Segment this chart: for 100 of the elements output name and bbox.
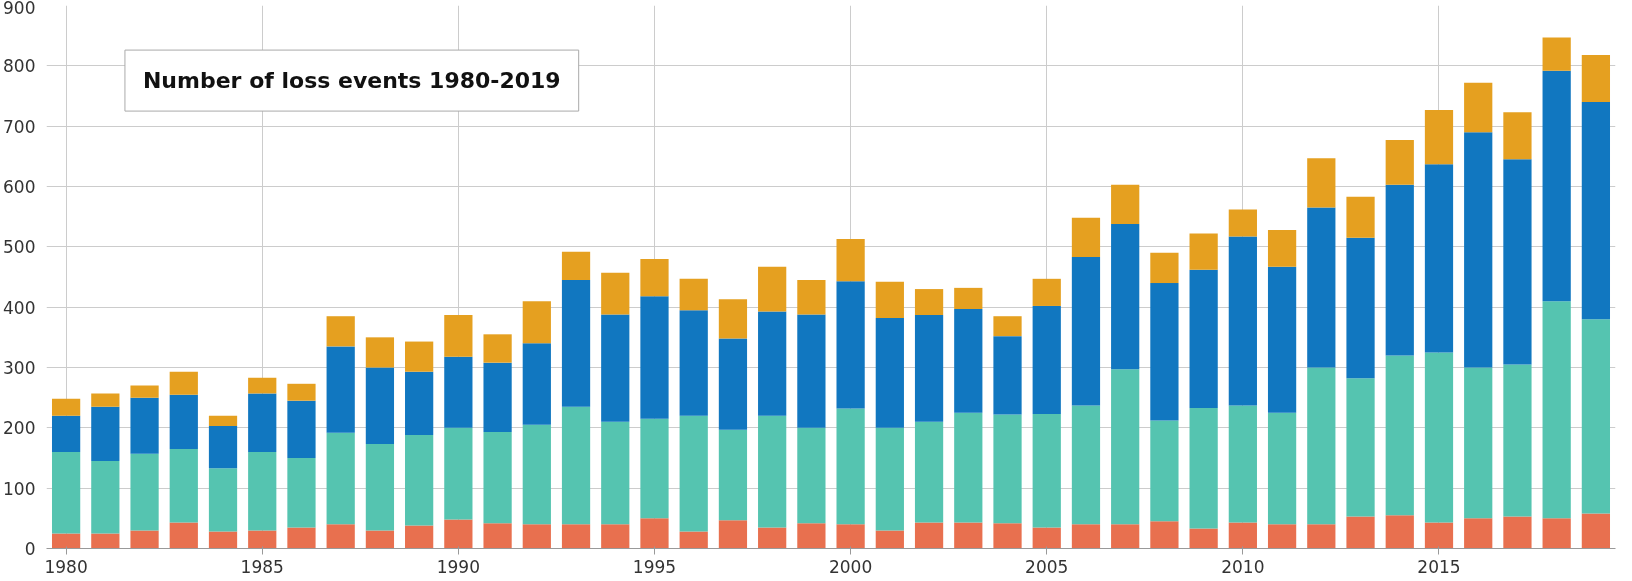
bar	[405, 525, 434, 549]
bar	[169, 394, 198, 449]
bar	[1228, 405, 1257, 523]
bar	[287, 400, 316, 458]
bar	[875, 530, 904, 549]
x-tick-label: 1990	[436, 556, 480, 577]
bar	[51, 415, 81, 452]
bar	[601, 314, 630, 422]
bar	[1542, 70, 1571, 302]
bar	[1111, 223, 1140, 370]
bar	[1307, 367, 1336, 525]
y-tick-label: 500	[3, 237, 36, 258]
bar	[601, 524, 630, 549]
bar	[365, 530, 395, 549]
bar	[797, 427, 826, 524]
bar	[1111, 524, 1140, 549]
bar	[679, 531, 708, 549]
bar	[914, 522, 944, 549]
y-tick-label: 0	[24, 539, 36, 559]
bar	[758, 266, 787, 312]
bar	[797, 523, 826, 549]
bar	[130, 453, 159, 531]
bar	[758, 415, 787, 528]
bar	[640, 258, 669, 297]
bar	[522, 424, 551, 525]
x-tick-label: 1995	[632, 556, 677, 577]
bar	[1581, 513, 1611, 549]
bar	[287, 383, 316, 401]
bar	[1346, 516, 1375, 549]
bar	[836, 408, 865, 525]
bar	[836, 524, 865, 549]
bar	[365, 337, 395, 368]
bar	[954, 287, 983, 309]
bar	[1424, 352, 1454, 523]
bar	[483, 362, 512, 433]
bar	[51, 451, 81, 534]
bar	[993, 336, 1022, 415]
y-tick-label: 100	[3, 478, 36, 499]
bar	[1111, 184, 1140, 224]
bar	[718, 338, 748, 430]
bar	[91, 406, 120, 462]
bar	[1111, 369, 1140, 525]
bar	[679, 278, 708, 311]
x-tick-label: 1985	[240, 556, 284, 577]
bar	[208, 531, 238, 549]
bar	[875, 281, 904, 319]
bar	[1464, 518, 1493, 549]
bar	[326, 316, 355, 347]
bar	[248, 393, 277, 452]
y-tick-label: 700	[3, 116, 36, 137]
bar	[718, 520, 748, 549]
x-tick-label: 2010	[1221, 556, 1265, 577]
bar	[797, 280, 826, 315]
bar	[993, 414, 1022, 524]
bar	[326, 432, 355, 525]
bar	[797, 314, 826, 428]
bar	[954, 308, 983, 413]
bar	[1071, 524, 1101, 549]
bar	[51, 533, 81, 549]
bar	[444, 356, 473, 428]
bar	[130, 397, 159, 454]
bar	[1228, 209, 1257, 237]
bar	[561, 406, 591, 525]
bar	[248, 530, 277, 549]
bar	[405, 371, 434, 436]
bar	[522, 524, 551, 549]
bar	[1503, 364, 1532, 517]
y-tick-label: 800	[3, 56, 36, 77]
bar	[1307, 158, 1336, 208]
bar	[1346, 196, 1375, 238]
bar	[1503, 159, 1532, 365]
bar	[483, 334, 512, 363]
bar	[208, 468, 238, 532]
bar	[365, 367, 395, 445]
bar	[130, 530, 159, 549]
bar	[1032, 527, 1061, 549]
bar	[1071, 257, 1101, 406]
bar	[1424, 164, 1454, 353]
bar	[1307, 524, 1336, 549]
bar	[875, 318, 904, 428]
bar	[1032, 278, 1061, 306]
bar	[1189, 269, 1218, 408]
bar	[1189, 528, 1218, 549]
bar	[1424, 522, 1454, 549]
bar	[287, 527, 316, 549]
bar	[914, 315, 944, 422]
bar	[248, 377, 277, 394]
x-tick-label: 2015	[1417, 556, 1461, 577]
bar	[1385, 184, 1414, 356]
bar	[1464, 82, 1493, 133]
bar	[758, 527, 787, 549]
bar	[1581, 54, 1611, 103]
bar	[483, 523, 512, 549]
bar	[1581, 102, 1611, 320]
bar	[208, 426, 238, 469]
y-tick-label: 900	[3, 0, 36, 18]
bar	[208, 415, 238, 427]
bar	[1032, 413, 1061, 528]
bar	[836, 281, 865, 409]
bar	[954, 522, 983, 549]
